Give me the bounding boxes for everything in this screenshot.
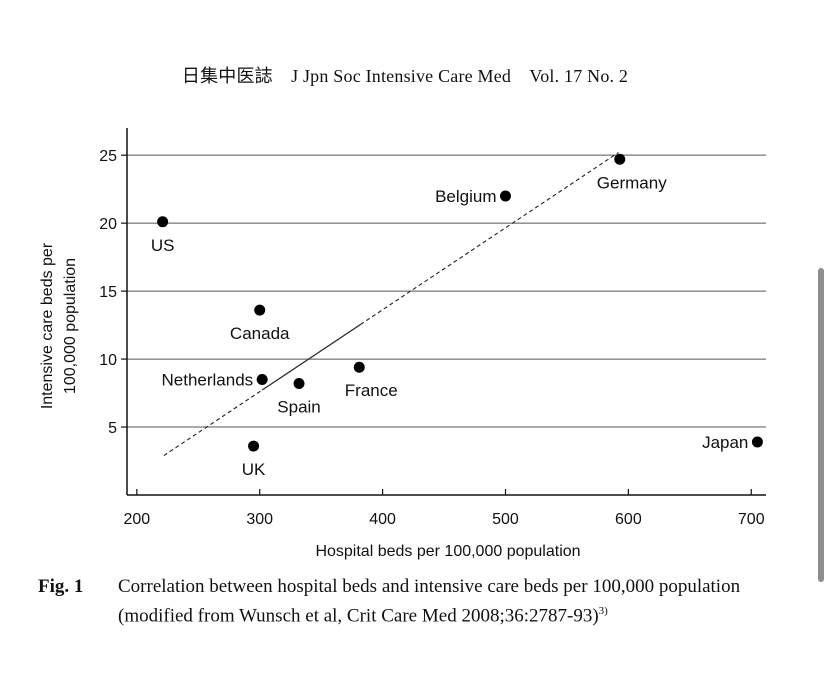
xtick-label-300: 300 xyxy=(246,511,273,528)
figure-caption: Fig. 1 Correlation between hospital beds… xyxy=(38,575,778,628)
ytick-label-25: 25 xyxy=(99,148,117,165)
point-label-spain: Spain xyxy=(277,398,320,417)
point-label-uk: UK xyxy=(242,460,266,479)
caption-reference: 3) xyxy=(598,605,608,617)
x-axis-label: Hospital beds per 100,000 population xyxy=(315,543,580,560)
xtick-label-200: 200 xyxy=(123,511,150,528)
point-us xyxy=(157,216,169,228)
trendline-dashed-lower xyxy=(163,389,263,457)
data-points: US Canada Netherlands Spain France UK Belgium G… xyxy=(151,153,763,479)
ytick-label-15: 15 xyxy=(99,284,117,301)
trendline-dashed-upper xyxy=(360,152,619,325)
ytick-label-20: 20 xyxy=(99,216,117,233)
grid-lines xyxy=(127,154,766,428)
caption-text-wrap: Correlation between hospital beds and in… xyxy=(118,575,778,628)
axis-labels: Hospital beds per 100,000 population Int… xyxy=(39,242,581,560)
point-canada xyxy=(254,304,266,316)
point-japan xyxy=(751,436,763,448)
point-label-us: US xyxy=(151,236,175,255)
point-label-japan: Japan xyxy=(702,433,748,452)
trendline-group xyxy=(163,152,619,457)
xtick-label-400: 400 xyxy=(369,511,396,528)
caption-label: Fig. 1 xyxy=(38,576,84,597)
scrollbar[interactable] xyxy=(818,268,824,582)
ytick-label-10: 10 xyxy=(99,352,117,369)
xtick-label-700: 700 xyxy=(738,511,765,528)
point-label-netherlands: Netherlands xyxy=(162,370,254,389)
point-belgium xyxy=(499,190,511,202)
xtick-label-500: 500 xyxy=(492,511,519,528)
point-netherlands xyxy=(256,373,268,385)
trendline-solid xyxy=(261,324,361,391)
xtick-label-600: 600 xyxy=(615,511,642,528)
point-uk xyxy=(248,440,260,452)
caption-text: Correlation between hospital beds and in… xyxy=(118,576,741,627)
y-axis-label-line2: 100,000 population xyxy=(62,258,79,394)
point-spain xyxy=(293,378,305,390)
point-label-france: France xyxy=(345,381,398,400)
y-axis-label-line1: Intensive care beds per xyxy=(39,242,56,409)
point-france xyxy=(353,361,365,373)
ytick-label-5: 5 xyxy=(108,420,117,437)
axes: 5 10 15 20 25 200 300 400 500 600 700 xyxy=(99,128,766,528)
point-label-belgium: Belgium xyxy=(435,187,496,206)
point-label-canada: Canada xyxy=(230,324,290,343)
point-label-germany: Germany xyxy=(597,173,667,192)
journal-header: 日集中医誌 J Jpn Soc Intensive Care Med Vol. … xyxy=(181,66,629,86)
point-germany xyxy=(614,153,626,165)
